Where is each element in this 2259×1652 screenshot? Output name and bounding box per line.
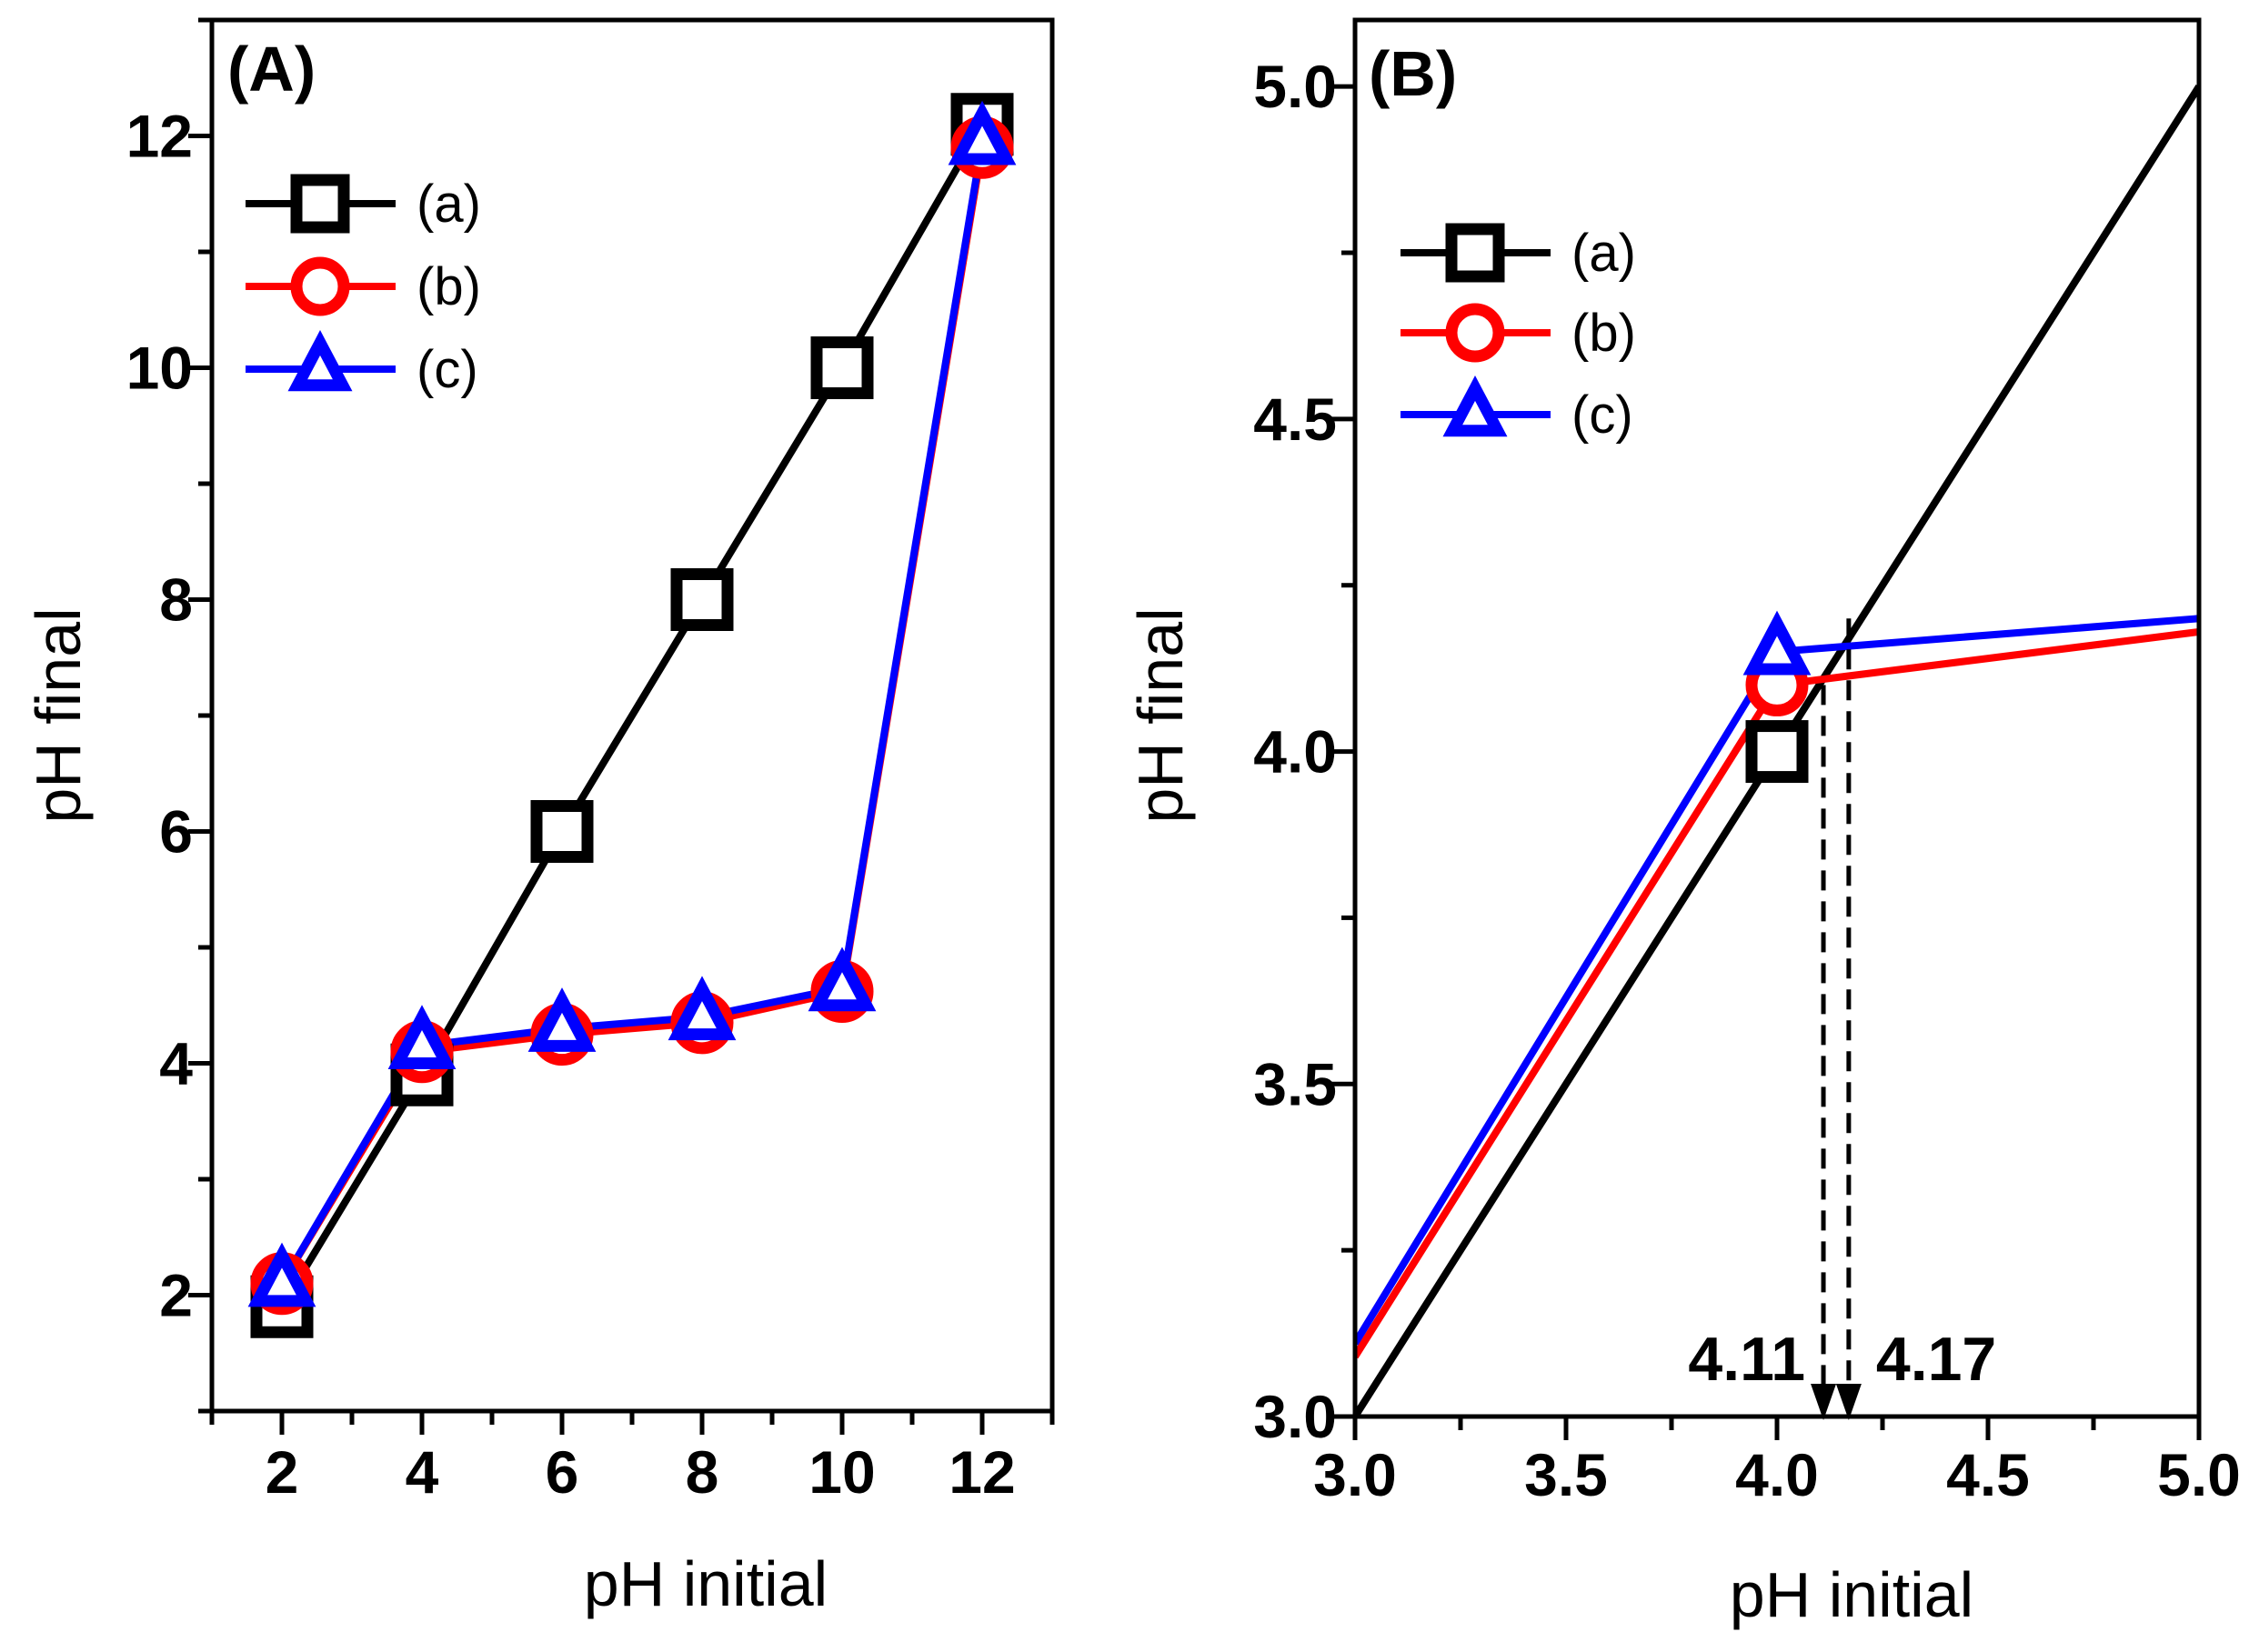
series-line-a [278, 122, 986, 1309]
legend-entry-c: (c) [246, 330, 478, 399]
chart-panel-b: 3.0 3.5 4.0 4.5 5.0 3.0 3.5 4.0 4.5 5.0 pH initial… [1125, 17, 2241, 1630]
legend-entry-a: (a) [1401, 223, 1636, 283]
legend-marker [290, 256, 350, 316]
y-axis-title: pH final [23, 607, 94, 823]
legend-label: (b) [417, 257, 481, 316]
data-point-c [387, 1005, 457, 1070]
data-point-c [527, 987, 597, 1052]
data-point-c [948, 100, 1017, 165]
annotation-label: 4.11 [1688, 1325, 1805, 1394]
x-tick-label: 4.0 [1735, 1441, 1819, 1508]
legend-entry-a: (a) [246, 174, 481, 234]
legend-label: (a) [1571, 224, 1636, 283]
y-tick-label: 5.0 [1253, 53, 1337, 120]
y-tick-label: 10 [126, 335, 193, 402]
data-point-c [247, 1242, 316, 1307]
y-tick-label: 4.5 [1253, 385, 1337, 453]
annotation-arrowhead [1811, 1384, 1837, 1420]
x-tick-label: 12 [949, 1438, 1015, 1506]
x-tick-label: 10 [808, 1438, 875, 1506]
y-tick-label: 4 [159, 1030, 193, 1097]
legend-label: (a) [417, 175, 481, 234]
x-tick-label: 8 [686, 1438, 719, 1506]
y-tick-label: 6 [159, 798, 193, 866]
panel-label: (A) [227, 34, 316, 105]
data-point-a [1745, 720, 1809, 784]
series-lines-a [278, 122, 986, 1309]
data-point-a [670, 568, 734, 631]
x-tick-label: 4.5 [1946, 1441, 2030, 1508]
y-axis-title: pH final [1125, 607, 1196, 823]
legend-marker [1445, 223, 1505, 283]
x-tick-label: 6 [546, 1438, 579, 1506]
legend-entry-b: (b) [1401, 303, 1636, 363]
annotation-arrowhead [1835, 1384, 1862, 1420]
x-tick-label: 3.0 [1313, 1441, 1397, 1508]
data-point-a [810, 336, 874, 399]
legend-marker [290, 174, 350, 234]
chart-panel-a: 2 4 6 8 10 12 2 4 6 8 10 12 pH initial pH final (A) (a)… [23, 17, 1055, 1619]
y-tick-label: 2 [159, 1262, 193, 1329]
x-tick-label: 4 [406, 1438, 439, 1506]
annotation-label: 4.17 [1876, 1325, 1996, 1394]
x-tick-label: 3.5 [1524, 1441, 1608, 1508]
data-point-c [668, 976, 737, 1041]
legend-label: (c) [417, 340, 478, 399]
legend-label: (c) [1571, 385, 1633, 445]
legend-marker [1442, 375, 1508, 437]
x-axis-title: pH initial [1730, 1559, 1973, 1630]
data-point-c [808, 946, 877, 1012]
x-tick-label: 5.0 [2157, 1441, 2241, 1508]
panel-label: (B) [1369, 38, 1457, 109]
legend-label: (b) [1571, 304, 1636, 363]
legend-entry-b: (b) [246, 256, 481, 316]
plot-frame [209, 17, 1055, 1414]
y-tick-label: 3.5 [1253, 1050, 1337, 1117]
legend-entry-c: (c) [1401, 375, 1633, 445]
y-tick-label: 4.0 [1253, 718, 1337, 786]
plot-frame [1352, 17, 2202, 1419]
x-tick-label: 2 [266, 1438, 299, 1506]
y-tick-label: 3.0 [1253, 1383, 1337, 1450]
data-point-c [1742, 610, 1812, 676]
legend-marker [1445, 303, 1505, 363]
y-tick-label: 12 [126, 103, 193, 170]
y-tick-label: 8 [159, 566, 193, 634]
data-point-a [530, 800, 594, 863]
legend-marker [287, 330, 353, 392]
x-axis-title: pH initial [584, 1548, 828, 1619]
